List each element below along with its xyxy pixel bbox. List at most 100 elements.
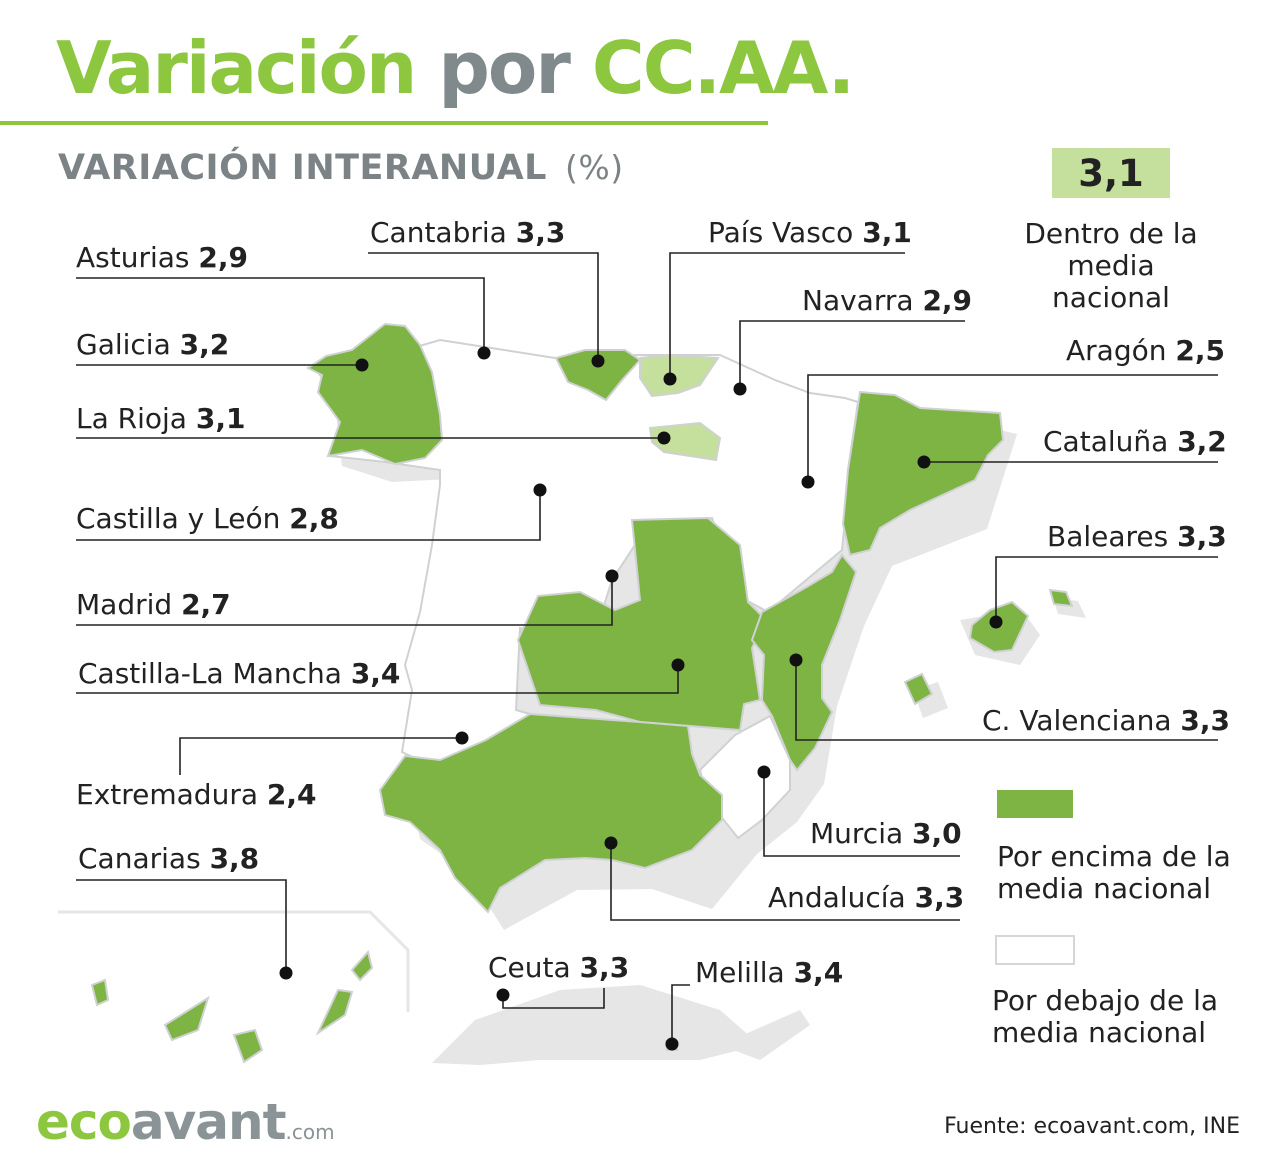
baleares-ibiza-shape [903, 672, 934, 706]
region-dots [279, 346, 1003, 1051]
page-title: Variación por CC.AA. [56, 18, 855, 118]
leader-baleares [995, 556, 1218, 622]
label-valenciana-name: C. Valenciana [982, 704, 1172, 737]
label-aragon: Aragón 2,5 [1066, 333, 1225, 369]
label-castilla-leon-value: 2,8 [289, 502, 339, 535]
label-castilla-leon-name: Castilla y León [76, 502, 281, 535]
dot-galicia [355, 358, 369, 372]
canarias-1-shape [90, 978, 110, 1007]
label-extremadura-value: 2,4 [266, 778, 317, 811]
label-murcia-name: Murcia [810, 817, 904, 850]
label-madrid-value: 2,7 [181, 588, 231, 621]
subtitle: VARIACIÓN INTERANUAL (%) [58, 148, 624, 188]
map-regions [306, 322, 1005, 914]
label-andalucia-name: Andalucía [768, 881, 906, 914]
logo-part-2: avant [130, 1093, 287, 1151]
dot-rioja [657, 431, 671, 445]
label-asturias: Asturias 2,9 [76, 240, 248, 276]
dot-ceuta [496, 988, 510, 1002]
region-galicia-shape [306, 322, 444, 466]
label-canarias-value: 3,8 [209, 842, 260, 875]
baleares-menorca-shape [1048, 588, 1074, 608]
dot-valenciana [789, 653, 803, 667]
label-navarra-name: Navarra [802, 284, 914, 317]
leader-extremadura [179, 737, 462, 775]
legend-national-value: 3,1 [1052, 148, 1170, 198]
legend-below-text: Por debajo de la media nacional [992, 984, 1219, 1049]
leader-andalucia [610, 843, 960, 921]
leader-castilla-leon [76, 490, 541, 541]
label-aragon-name: Aragón [1066, 334, 1167, 367]
label-melilla: Melilla 3,4 [695, 955, 843, 991]
region-clm-shape [516, 516, 768, 732]
label-madrid: Madrid 2,7 [76, 587, 231, 623]
label-rioja-value: 3,1 [195, 402, 246, 435]
dot-melilla [665, 1037, 679, 1051]
region-andalucia-shape [378, 712, 723, 914]
label-clm: Castilla-La Mancha 3,4 [78, 656, 400, 692]
title-part-3: CC.AA. [591, 26, 855, 110]
label-asturias-name: Asturias [76, 241, 190, 274]
label-extremadura-name: Extremadura [76, 778, 258, 811]
label-galicia-name: Galicia [76, 328, 171, 361]
label-andalucia-value: 3,3 [914, 881, 965, 914]
label-baleares-name: Baleares [1047, 520, 1169, 553]
subtitle-unit: (%) [564, 148, 624, 187]
leader-cantabria [368, 252, 599, 361]
leader-murcia [763, 772, 960, 857]
leader-madrid [76, 576, 613, 626]
label-navarra-value: 2,9 [922, 284, 973, 317]
leader-lines [76, 252, 1218, 1044]
dot-extremadura [455, 731, 469, 745]
label-galicia-value: 3,2 [179, 328, 230, 361]
leader-melilla [671, 984, 690, 1044]
title-part-2: por [438, 26, 571, 110]
legend-above-text: Por encima de la media nacional [997, 840, 1231, 905]
leader-asturias [76, 277, 485, 353]
dot-aragon [801, 475, 815, 489]
logo-part-3: .com [285, 1120, 335, 1144]
label-rioja: La Rioja 3,1 [76, 401, 245, 437]
dot-andalucia [604, 836, 618, 850]
label-cantabria-value: 3,3 [515, 216, 566, 249]
dot-pais-vasco [663, 372, 677, 386]
label-murcia: Murcia 3,0 [810, 816, 962, 852]
dot-baleares [989, 615, 1003, 629]
canarias-2-shape [163, 995, 210, 1042]
title-part-1: Variación [56, 26, 417, 110]
title-underline [0, 121, 768, 125]
leader-canarias [76, 879, 287, 973]
label-aragon-value: 2,5 [1175, 334, 1225, 367]
label-asturias-value: 2,9 [198, 241, 249, 274]
label-cantabria-name: Cantabria [370, 216, 507, 249]
region-rioja-shape [648, 421, 722, 462]
inset-frame [58, 910, 410, 1012]
legend-above-swatch [997, 790, 1073, 818]
source-text: Fuente: ecoavant.com, INE [944, 1114, 1240, 1139]
dot-madrid [605, 569, 619, 583]
canarias-5-shape [350, 949, 374, 982]
dot-cantabria [591, 354, 605, 368]
label-cataluna: Cataluña 3,2 [1043, 424, 1227, 460]
label-ceuta-value: 3,3 [579, 951, 630, 984]
leader-pais-vasco [669, 252, 905, 379]
label-canarias-name: Canarias [78, 842, 201, 875]
leader-valenciana [795, 660, 1218, 741]
legend-within-text: Dentro de la media nacional [1024, 217, 1198, 314]
label-clm-name: Castilla-La Mancha [78, 657, 342, 690]
dot-castilla-leon [533, 483, 547, 497]
dot-clm [671, 658, 685, 672]
canarias-3-shape [232, 1028, 264, 1064]
label-valenciana: C. Valenciana 3,3 [982, 703, 1230, 739]
canarias-4-shape [315, 988, 354, 1036]
label-navarra: Navarra 2,9 [802, 283, 972, 319]
label-baleares: Baleares 3,3 [1047, 519, 1227, 555]
leader-aragon [807, 374, 1218, 482]
label-valenciana-value: 3,3 [1180, 704, 1230, 737]
label-cataluna-value: 3,2 [1177, 425, 1227, 458]
logo-part-1: eco [36, 1093, 132, 1151]
label-andalucia: Andalucía 3,3 [768, 880, 964, 916]
label-madrid-name: Madrid [76, 588, 173, 621]
label-melilla-name: Melilla [695, 956, 785, 989]
